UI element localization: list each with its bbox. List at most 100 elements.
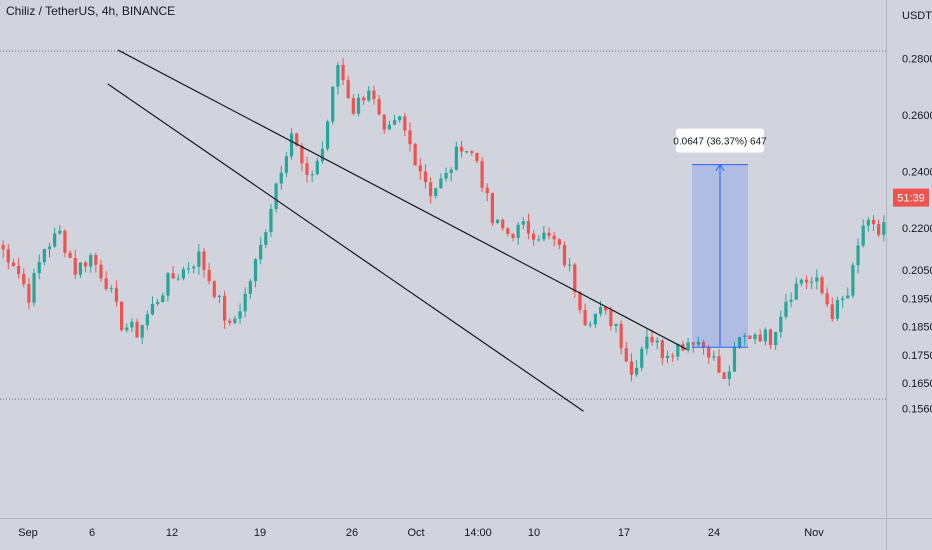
candle[interactable]	[47, 242, 52, 258]
candle[interactable]	[604, 306, 608, 315]
candle[interactable]	[320, 141, 325, 165]
candle[interactable]	[223, 290, 227, 329]
current-price-badge[interactable]: 51:39	[893, 188, 929, 207]
candle[interactable]	[243, 287, 247, 318]
candle[interactable]	[264, 229, 268, 248]
candle[interactable]	[763, 327, 767, 346]
candle[interactable]	[655, 337, 659, 349]
candle[interactable]	[774, 331, 778, 350]
candle[interactable]	[573, 262, 577, 298]
candle[interactable]	[475, 152, 479, 164]
candle[interactable]	[22, 268, 26, 288]
candle[interactable]	[109, 285, 113, 293]
candle[interactable]	[434, 188, 438, 199]
candle[interactable]	[145, 310, 149, 330]
candle[interactable]	[228, 318, 232, 326]
candle[interactable]	[650, 329, 654, 346]
candle[interactable]	[624, 341, 628, 363]
candle[interactable]	[58, 225, 62, 235]
candle[interactable]	[439, 173, 443, 189]
candle[interactable]	[444, 167, 448, 182]
candle[interactable]	[841, 295, 845, 308]
candle[interactable]	[305, 156, 309, 183]
candle[interactable]	[846, 287, 850, 299]
candle[interactable]	[171, 266, 175, 279]
candle[interactable]	[150, 296, 155, 316]
candle[interactable]	[794, 277, 798, 300]
candle[interactable]	[202, 248, 206, 278]
candle[interactable]	[506, 227, 510, 237]
candle[interactable]	[398, 115, 402, 123]
candle[interactable]	[758, 329, 762, 343]
price-range-measure[interactable]	[692, 163, 748, 348]
candle[interactable]	[269, 204, 273, 237]
candle[interactable]	[120, 300, 124, 332]
candle[interactable]	[331, 86, 335, 125]
candle[interactable]	[418, 158, 422, 180]
candle[interactable]	[717, 348, 721, 374]
candle[interactable]	[712, 350, 716, 361]
candle[interactable]	[552, 231, 556, 247]
candle[interactable]	[727, 365, 731, 387]
candle[interactable]	[94, 252, 98, 273]
candle[interactable]	[83, 260, 88, 273]
candle[interactable]	[588, 320, 592, 328]
candle[interactable]	[413, 142, 417, 166]
candle[interactable]	[274, 182, 278, 213]
candle[interactable]	[547, 227, 551, 240]
candle[interactable]	[593, 313, 597, 329]
candle[interactable]	[861, 219, 865, 248]
candle[interactable]	[830, 297, 834, 322]
candle[interactable]	[882, 215, 886, 242]
candle[interactable]	[140, 324, 144, 344]
candle[interactable]	[856, 238, 860, 274]
candle[interactable]	[42, 248, 46, 266]
candle[interactable]	[125, 323, 129, 333]
candle[interactable]	[696, 336, 700, 347]
candle[interactable]	[671, 352, 675, 363]
candle[interactable]	[6, 243, 10, 270]
candle[interactable]	[192, 264, 196, 274]
candle[interactable]	[871, 215, 876, 232]
candle[interactable]	[176, 273, 180, 281]
trendline-0[interactable]	[117, 49, 687, 350]
candle[interactable]	[562, 241, 567, 268]
candle[interactable]	[501, 218, 505, 232]
candle[interactable]	[346, 75, 350, 99]
candle[interactable]	[768, 328, 773, 350]
candle[interactable]	[212, 280, 216, 299]
candle[interactable]	[217, 294, 222, 304]
candle[interactable]	[815, 269, 819, 290]
candle[interactable]	[73, 249, 77, 279]
candle[interactable]	[686, 337, 690, 353]
trendline-1[interactable]	[107, 83, 584, 412]
candle[interactable]	[810, 276, 814, 290]
candle[interactable]	[253, 258, 258, 288]
candle[interactable]	[851, 262, 855, 299]
candle[interactable]	[68, 250, 72, 259]
candle[interactable]	[423, 164, 428, 189]
candle[interactable]	[238, 303, 242, 324]
candle[interactable]	[640, 346, 644, 372]
candle[interactable]	[799, 278, 803, 287]
candle[interactable]	[820, 275, 824, 295]
candle[interactable]	[495, 218, 500, 225]
candle[interactable]	[665, 350, 670, 364]
candle[interactable]	[532, 230, 536, 246]
candle[interactable]	[645, 329, 649, 355]
candle[interactable]	[259, 236, 263, 265]
candle[interactable]	[449, 167, 453, 182]
candle[interactable]	[197, 243, 201, 275]
candle[interactable]	[63, 229, 67, 258]
candle[interactable]	[186, 262, 191, 274]
candle[interactable]	[753, 332, 757, 344]
candle[interactable]	[835, 296, 840, 322]
candle[interactable]	[485, 183, 489, 202]
candle[interactable]	[362, 95, 366, 105]
candle[interactable]	[470, 150, 474, 156]
candle[interactable]	[135, 318, 139, 338]
candle[interactable]	[156, 298, 160, 306]
candle[interactable]	[207, 263, 211, 285]
candle[interactable]	[429, 177, 433, 204]
